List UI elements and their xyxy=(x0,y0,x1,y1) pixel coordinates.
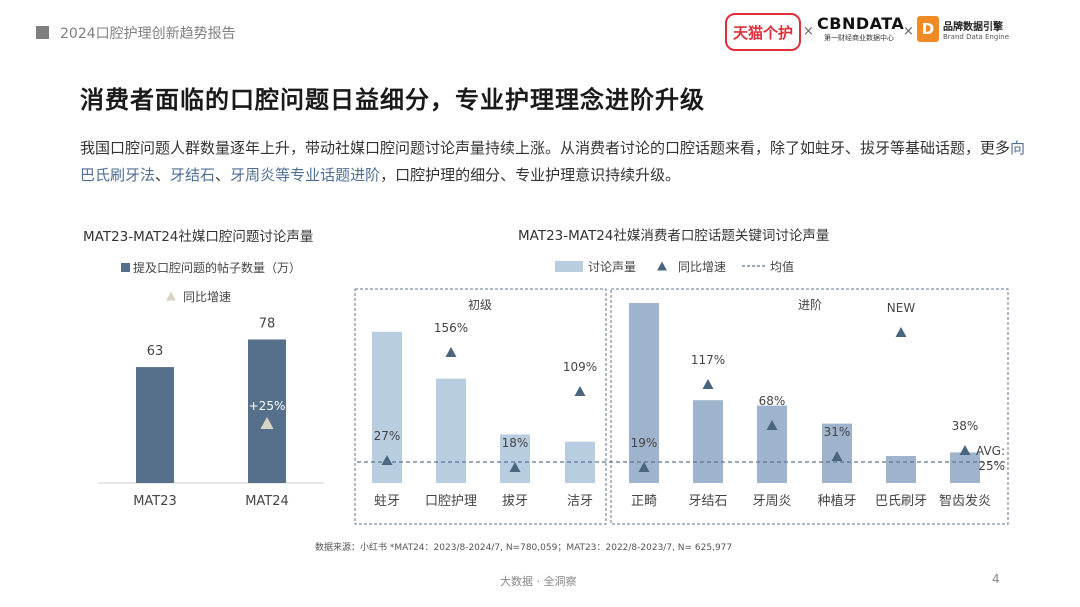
right-growth-label: 117% xyxy=(691,353,725,367)
right-growth-triangle xyxy=(381,455,393,465)
right-growth-triangle xyxy=(509,462,521,472)
logo-separator: × xyxy=(903,24,914,39)
left-legend-growth-icon xyxy=(166,291,176,301)
right-growth-label: 156% xyxy=(434,321,468,335)
right-growth-triangle xyxy=(702,379,714,389)
right-legend-bar-swatch xyxy=(555,261,583,272)
logo-separator: × xyxy=(803,24,814,39)
data-source-note: 数据来源：小红书 *MAT24：2023/8-2024/7, N=780,059… xyxy=(315,543,733,553)
right-growth-triangle xyxy=(831,451,843,461)
right-x-tick-label: 种植牙 xyxy=(817,494,856,509)
brand-engine-name: 品牌数据引擎 xyxy=(943,21,1003,33)
left-growth-triangle xyxy=(260,417,274,429)
page-heading: 消费者面临的口腔问题日益细分，专业护理理念进阶升级 xyxy=(80,86,705,114)
right-growth-triangle xyxy=(895,327,907,337)
right-x-tick-label: 牙周炎 xyxy=(752,494,791,509)
left-bar-value-label: 78 xyxy=(259,316,276,331)
right-x-tick-label: 巴氏刷牙 xyxy=(875,494,927,509)
right-x-tick-label: 蛀牙 xyxy=(374,494,400,509)
left-legend-growth-label: 同比增速 xyxy=(183,290,231,304)
para-text: 、 xyxy=(215,166,231,184)
right-x-tick-label: 牙结石 xyxy=(688,494,727,509)
right-growth-triangle xyxy=(766,420,778,430)
left-x-tick-label: MAT23 xyxy=(133,494,177,509)
report-title: 2024口腔护理创新趋势报告 xyxy=(60,26,236,42)
right-bar xyxy=(886,456,916,483)
right-bar xyxy=(500,434,530,483)
right-legend-growth-icon xyxy=(657,261,667,271)
header-square-icon xyxy=(36,26,49,39)
left-growth-label: +25% xyxy=(249,399,286,413)
left-bar-value-label: 63 xyxy=(147,344,164,359)
group-box-advanced xyxy=(610,288,1009,525)
right-bar xyxy=(693,400,723,483)
left-legend-bar-swatch xyxy=(121,263,130,272)
right-chart-title: MAT23-MAT24社媒消费者口腔话题关键词讨论声量 xyxy=(518,228,829,244)
brand-engine-logo: D 品牌数据引擎 Brand Data Engine xyxy=(917,16,1009,42)
brand-engine-sub: Brand Data Engine xyxy=(943,32,1010,41)
left-chart-title: MAT23-MAT24社媒口腔问题讨论声量 xyxy=(83,229,313,245)
intro-paragraph: 我国口腔问题人群数量逐年上升，带动社媒口腔问题讨论声量持续上涨。从消费者讨论的口… xyxy=(80,135,1030,189)
para-text: ，口腔护理的细分、专业护理意识持续升级。 xyxy=(380,166,681,184)
right-bar xyxy=(950,452,980,483)
group-label-advanced: 进阶 xyxy=(798,298,822,312)
right-bar xyxy=(629,303,659,483)
right-x-tick-label: 洁牙 xyxy=(567,494,593,509)
right-growth-triangle xyxy=(959,445,971,455)
cbndata-logo-sub: 第一财经商业数据中心 xyxy=(824,34,894,42)
cbndata-logo-text: CBNDATA xyxy=(817,14,905,33)
right-growth-label: 38% xyxy=(952,419,979,433)
right-growth-triangle xyxy=(445,347,457,357)
left-legend-bar-label: 提及口腔问题的帖子数量（万） xyxy=(133,260,301,275)
right-growth-triangle xyxy=(638,462,650,472)
left-bar xyxy=(248,339,286,483)
right-growth-label: 19% xyxy=(631,436,658,450)
right-growth-label: 31% xyxy=(824,425,851,439)
right-growth-label: 27% xyxy=(374,429,401,443)
right-legend-bar-label: 讨论声量 xyxy=(588,260,636,274)
right-x-tick-label: 拔牙 xyxy=(502,494,528,509)
average-value: 25% xyxy=(978,459,1005,473)
right-growth-label: 18% xyxy=(502,436,529,450)
right-x-tick-label: 正畸 xyxy=(631,494,657,509)
average-label: AVG: xyxy=(976,444,1005,458)
right-growth-label: 68% xyxy=(759,394,786,408)
para-highlight: 牙结石 xyxy=(170,166,216,184)
left-bar xyxy=(136,367,174,483)
left-x-tick-label: MAT24 xyxy=(245,494,289,509)
right-growth-label: 109% xyxy=(563,360,597,374)
para-highlight: 牙周炎等专业话题进阶 xyxy=(230,166,381,184)
right-legend-growth-label: 同比增速 xyxy=(678,260,726,274)
para-text: 、 xyxy=(155,166,171,184)
right-x-tick-label: 智齿发炎 xyxy=(939,493,991,509)
footer-text: 大数据 · 全洞察 xyxy=(500,575,577,588)
brand-engine-icon: D xyxy=(917,16,939,42)
right-legend-avg-label: 均值 xyxy=(770,259,794,274)
para-text: 我国口腔问题人群数量逐年上升，带动社媒口腔问题讨论声量持续上涨。从消费者讨论的口… xyxy=(80,139,1011,157)
tmall-logo: 天猫个护 xyxy=(725,13,801,51)
right-growth-triangle xyxy=(574,386,586,396)
para-highlight: 向巴氏刷牙法 xyxy=(80,139,1026,184)
group-label-basic: 初级 xyxy=(468,298,492,312)
page-number: 4 xyxy=(992,572,1000,586)
cbndata-logo: CBNDATA 第一财经商业数据中心 xyxy=(817,14,905,43)
right-x-tick-label: 口腔护理 xyxy=(425,494,477,509)
right-bar xyxy=(436,378,466,483)
right-growth-label: NEW xyxy=(887,301,916,315)
right-bar xyxy=(757,405,787,483)
group-box-basic xyxy=(354,288,607,525)
